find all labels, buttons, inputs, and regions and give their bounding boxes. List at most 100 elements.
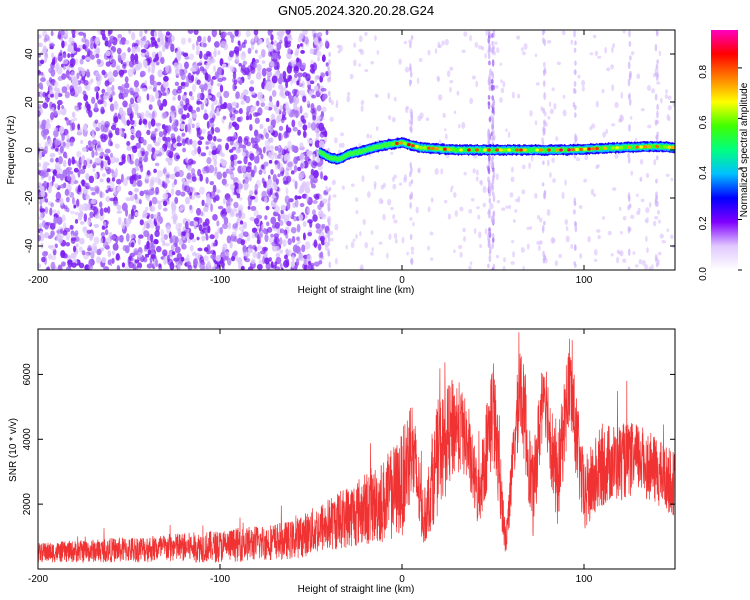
spectrogram-cell — [233, 201, 239, 209]
spectrogram-cell — [185, 97, 190, 106]
spectrogram-cell — [267, 75, 271, 82]
spectrogram-cell — [492, 45, 495, 50]
spectrogram-cell — [107, 130, 113, 139]
spectrogram-cell — [654, 43, 658, 52]
spectrogram-cell — [540, 137, 545, 142]
spectrogram-cell — [232, 223, 238, 229]
spectrogram-cell — [630, 170, 634, 176]
spectrogram-cell — [165, 65, 170, 73]
spectrogram-cell — [249, 195, 256, 200]
spectrogram-cell — [204, 72, 209, 81]
spectrogram-cell — [245, 166, 252, 173]
spectrogram-cell — [213, 159, 217, 167]
spectrogram-cell — [114, 127, 121, 136]
spectrogram-cell — [70, 178, 75, 186]
spectrogram-cell — [409, 41, 412, 49]
spectrogram-cell — [230, 173, 235, 178]
spectrogram-cell — [147, 249, 151, 256]
ridge-peak — [491, 148, 495, 152]
spectrogram-cell — [119, 73, 124, 78]
ridge-peak — [635, 145, 639, 149]
spectrogram-cell — [45, 122, 52, 130]
spectrogram-cell — [511, 166, 514, 173]
spectrogram-cell — [453, 191, 457, 198]
spectrogram-cell — [240, 165, 246, 173]
spectrogram-cell — [242, 146, 247, 154]
spectrogram-cell — [514, 209, 518, 213]
spectrogram-cell — [427, 206, 431, 213]
spectrogram-cell — [287, 161, 293, 168]
spectrogram-cell — [327, 230, 330, 238]
spectrogram-cell — [225, 205, 232, 214]
spectrogram-cell — [135, 130, 142, 139]
spectrogram-cell — [655, 155, 659, 161]
spectrogram-cell — [144, 60, 148, 69]
spectrogram-cell — [166, 225, 171, 234]
spectrogram-cell — [456, 90, 460, 96]
spectrogram-cell — [290, 227, 297, 234]
spectrogram-cell — [191, 238, 197, 243]
spectrogram-cell — [360, 99, 365, 106]
spectrogram-cell — [517, 195, 521, 203]
spectrogram-cell — [131, 153, 134, 161]
spectrogram-cell — [195, 50, 200, 56]
spectrogram-cell — [564, 179, 567, 186]
spectrogram-cell — [281, 30, 285, 35]
spectrogram-cell — [500, 87, 505, 94]
spectrogram-cell — [205, 145, 209, 150]
spectrogram-cell — [100, 124, 105, 133]
spectrogram-cell — [195, 40, 199, 47]
spectrogram-cell — [606, 67, 611, 72]
spectrogram-cell — [186, 175, 192, 180]
spectrogram-cell — [646, 84, 652, 91]
spectrogram-cell — [227, 31, 233, 36]
spectrogram-cell — [628, 30, 631, 38]
spectrogram-cell — [212, 197, 217, 203]
spectrogram-cell — [261, 177, 265, 184]
spectrogram-cell — [134, 59, 139, 65]
spectrogram-cell — [178, 107, 184, 115]
ridge-peak — [391, 142, 395, 146]
spectrogram-cell — [232, 82, 237, 92]
spectrogram-cell — [320, 72, 326, 78]
spectrogram-cell — [196, 127, 203, 136]
spectrogram-cell — [286, 220, 292, 227]
spectrogram-cell — [427, 245, 430, 251]
spectrogram-cell — [549, 108, 554, 115]
spectrogram-cell — [316, 50, 322, 57]
spectrogram-cell — [210, 58, 216, 64]
spectrogram-cell — [306, 263, 313, 270]
spectrogram-cell — [319, 251, 324, 259]
spectrogram-cell — [488, 60, 491, 66]
spectrogram-cell — [319, 131, 325, 138]
spectrogram-cell — [270, 216, 277, 225]
spectrogram-cell — [228, 121, 232, 129]
spectrogram-cell — [672, 101, 675, 107]
spectrogram-cell — [169, 173, 176, 180]
snr-x-label: Height of straight line (km) — [298, 584, 415, 595]
spectrogram-cell — [321, 223, 326, 229]
spectrogram-cell — [101, 225, 106, 230]
ridge-peak — [423, 146, 427, 150]
spectrogram-cell — [509, 192, 514, 198]
spectrogram-cell — [116, 66, 121, 72]
spectrogram-cell — [68, 64, 74, 68]
spectrogram-cell — [287, 238, 292, 246]
spectrogram-cell — [129, 97, 135, 105]
spectrogram-cell — [129, 233, 134, 239]
spectrogram-cell — [491, 233, 495, 239]
spectrogram-cell — [415, 206, 419, 214]
spectrogram-cell — [90, 187, 95, 192]
spectrogram-cell — [74, 105, 78, 110]
spectrogram-cell — [91, 191, 96, 196]
spectrogram-cell — [140, 48, 147, 53]
spectrogram-cell — [602, 216, 606, 220]
spectrogram-cell — [341, 185, 345, 190]
spectrogram-cell — [648, 266, 652, 270]
spectrogram-cell — [592, 193, 597, 197]
spectrogram-cell — [294, 180, 298, 190]
spectrogram-cell — [61, 73, 67, 80]
spectrogram-x-label: Height of straight line (km) — [298, 285, 415, 296]
spectrogram-cell — [171, 244, 176, 250]
spectrogram-cell — [511, 91, 515, 99]
